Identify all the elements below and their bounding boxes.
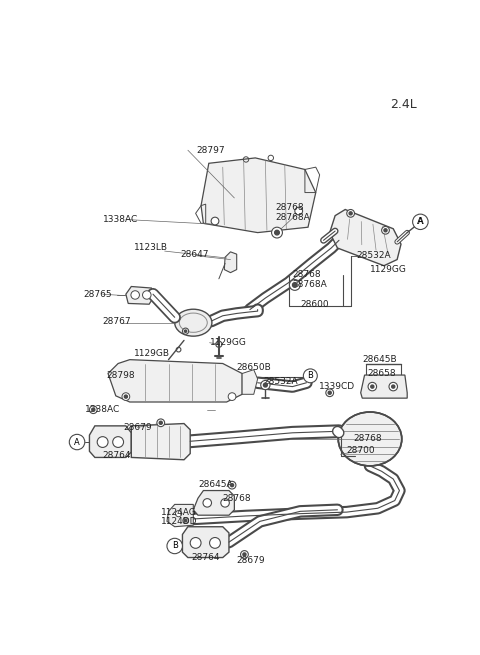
Text: 28645B: 28645B xyxy=(362,355,397,364)
Text: 1123LB: 1123LB xyxy=(133,244,168,252)
Circle shape xyxy=(143,291,151,299)
Text: A: A xyxy=(74,438,80,447)
Text: 28532A: 28532A xyxy=(263,377,298,386)
Polygon shape xyxy=(330,210,401,266)
Text: 1338AC: 1338AC xyxy=(103,215,138,224)
Text: 28764: 28764 xyxy=(192,553,220,562)
Text: 28658: 28658 xyxy=(368,369,396,378)
Ellipse shape xyxy=(338,412,402,466)
Circle shape xyxy=(210,538,220,548)
Circle shape xyxy=(176,510,181,517)
Polygon shape xyxy=(126,286,155,304)
Polygon shape xyxy=(360,375,407,398)
Circle shape xyxy=(272,227,282,238)
Circle shape xyxy=(240,551,248,558)
Text: 1129GG: 1129GG xyxy=(370,265,407,274)
Polygon shape xyxy=(224,252,237,272)
Polygon shape xyxy=(89,426,132,457)
Text: 28768: 28768 xyxy=(353,434,382,443)
Circle shape xyxy=(182,328,189,334)
Text: 28768: 28768 xyxy=(292,271,321,280)
Circle shape xyxy=(92,408,95,411)
Circle shape xyxy=(131,291,139,299)
Text: 28650B: 28650B xyxy=(237,363,272,372)
Ellipse shape xyxy=(175,309,212,336)
Circle shape xyxy=(113,437,123,447)
Polygon shape xyxy=(242,369,258,394)
Text: 28765: 28765 xyxy=(83,290,112,299)
Polygon shape xyxy=(167,504,193,527)
Circle shape xyxy=(392,385,395,388)
Circle shape xyxy=(292,283,297,288)
Circle shape xyxy=(289,280,300,290)
Text: 1129GB: 1129GB xyxy=(133,349,169,358)
Circle shape xyxy=(124,395,127,398)
Circle shape xyxy=(384,229,387,232)
Circle shape xyxy=(295,207,302,215)
Circle shape xyxy=(228,393,236,400)
Text: 28767: 28767 xyxy=(103,316,131,326)
Text: B: B xyxy=(307,371,313,381)
Text: 28532A: 28532A xyxy=(357,252,392,260)
Polygon shape xyxy=(182,527,229,557)
Text: 28797: 28797 xyxy=(197,145,226,155)
Text: 1124DD: 1124DD xyxy=(161,517,197,526)
Circle shape xyxy=(326,389,334,397)
Text: A: A xyxy=(418,217,423,227)
Circle shape xyxy=(184,330,187,332)
Text: 1124AG: 1124AG xyxy=(161,508,196,517)
Circle shape xyxy=(389,383,397,391)
Circle shape xyxy=(159,421,162,424)
Circle shape xyxy=(203,498,212,507)
Circle shape xyxy=(211,217,219,225)
Circle shape xyxy=(221,498,229,507)
Polygon shape xyxy=(132,424,190,460)
Text: 28768A: 28768A xyxy=(292,280,327,289)
Circle shape xyxy=(347,210,355,217)
Circle shape xyxy=(167,538,182,553)
Circle shape xyxy=(413,214,428,229)
Polygon shape xyxy=(193,491,234,515)
Text: A: A xyxy=(417,217,423,227)
Text: B: B xyxy=(172,542,178,550)
Circle shape xyxy=(275,231,279,235)
Circle shape xyxy=(184,519,187,522)
Circle shape xyxy=(89,406,97,413)
Circle shape xyxy=(328,391,331,394)
Text: A: A xyxy=(74,438,80,447)
Circle shape xyxy=(261,381,270,390)
Polygon shape xyxy=(108,360,242,402)
Text: 28764: 28764 xyxy=(103,451,131,460)
Text: 28768: 28768 xyxy=(276,204,304,212)
Circle shape xyxy=(157,419,165,426)
Text: 1339CD: 1339CD xyxy=(319,382,355,391)
Circle shape xyxy=(349,212,352,215)
Circle shape xyxy=(228,481,236,489)
Circle shape xyxy=(243,553,246,556)
Circle shape xyxy=(190,538,201,548)
Polygon shape xyxy=(201,158,316,233)
Text: 1129GG: 1129GG xyxy=(210,338,246,347)
Circle shape xyxy=(230,483,234,487)
Circle shape xyxy=(371,385,374,388)
Circle shape xyxy=(264,383,267,387)
Circle shape xyxy=(368,383,377,391)
Circle shape xyxy=(97,437,108,447)
Text: 28647: 28647 xyxy=(180,250,209,259)
Circle shape xyxy=(183,518,188,523)
Text: 28798: 28798 xyxy=(107,371,135,379)
Text: 28679: 28679 xyxy=(237,556,265,565)
Text: 28645A: 28645A xyxy=(198,480,233,489)
Text: 1338AC: 1338AC xyxy=(85,405,120,414)
Circle shape xyxy=(382,227,389,234)
Text: 28768: 28768 xyxy=(223,494,252,503)
Text: 2.4L: 2.4L xyxy=(390,98,417,111)
Text: 28600: 28600 xyxy=(300,300,329,309)
Circle shape xyxy=(303,369,317,383)
Text: 28679: 28679 xyxy=(123,423,152,432)
Circle shape xyxy=(122,393,130,400)
Text: 28768A: 28768A xyxy=(276,213,310,221)
Text: 28700: 28700 xyxy=(347,446,375,455)
Circle shape xyxy=(69,434,85,450)
